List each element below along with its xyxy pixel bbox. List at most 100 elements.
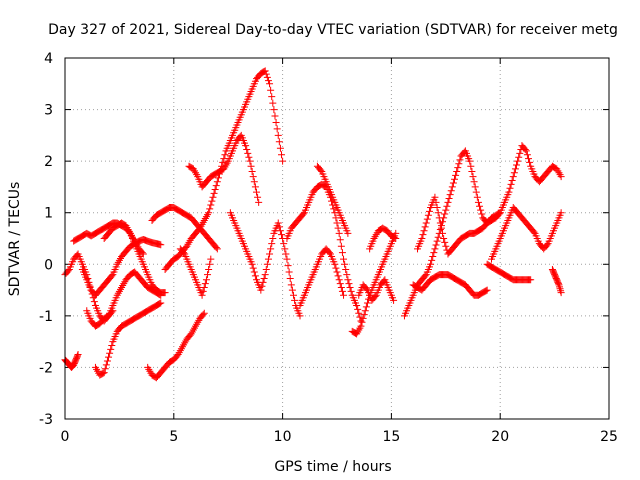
data-point	[271, 112, 279, 120]
data-point	[108, 342, 116, 350]
data-point	[206, 205, 214, 213]
series-arc-17	[348, 229, 400, 338]
data-point	[452, 171, 460, 179]
x-tick-label: 5	[169, 429, 178, 445]
data-point	[208, 197, 216, 205]
data-point	[527, 276, 535, 284]
series-arc-10	[161, 67, 287, 273]
data-point	[288, 286, 296, 294]
data-point	[205, 265, 213, 273]
series-arc-18	[366, 224, 400, 253]
data-point	[472, 188, 480, 196]
plot-frame	[64, 57, 610, 420]
data-point	[338, 249, 346, 257]
data-point	[268, 93, 276, 101]
data-point	[206, 260, 214, 268]
data-point	[287, 281, 295, 289]
series-arc-13	[226, 209, 304, 320]
data-point	[281, 245, 289, 253]
series-arc-23	[487, 204, 565, 263]
data-point	[336, 236, 344, 244]
data-point	[180, 249, 188, 257]
data-point	[432, 198, 440, 206]
data-point	[102, 361, 110, 369]
data-point	[213, 178, 221, 186]
data-point	[557, 209, 565, 217]
data-point	[278, 231, 286, 239]
data-point	[266, 80, 274, 88]
data-point	[333, 268, 341, 276]
data-point	[209, 193, 217, 201]
data-point	[418, 235, 426, 242]
data-point	[262, 70, 270, 78]
data-point	[543, 241, 551, 249]
data-point	[448, 183, 456, 191]
data-point	[362, 285, 370, 293]
data-point	[390, 296, 398, 304]
series-arc-5	[83, 268, 165, 330]
data-point	[242, 142, 250, 150]
data-point	[205, 209, 213, 217]
data-point	[264, 255, 272, 263]
data-point	[247, 162, 255, 170]
data-point	[422, 219, 430, 227]
data-point	[213, 245, 221, 253]
series-arc-14	[283, 180, 365, 325]
data-point	[263, 73, 271, 81]
series-arc-3	[70, 219, 147, 258]
y-tick-label: 0	[44, 257, 53, 273]
data-point	[244, 149, 252, 157]
data-point	[289, 291, 297, 299]
data-point	[340, 255, 348, 263]
data-point	[255, 198, 263, 206]
data-point	[353, 302, 361, 310]
data-point	[334, 224, 342, 232]
data-point	[466, 157, 474, 165]
y-tick-label: -1	[39, 309, 53, 325]
data-point	[354, 305, 362, 313]
data-point	[64, 267, 72, 275]
data-point	[138, 249, 146, 257]
data-point	[254, 193, 262, 201]
data-point	[505, 188, 513, 196]
data-point	[361, 307, 369, 315]
data-point	[427, 260, 435, 268]
data-point	[521, 146, 529, 154]
data-point	[337, 283, 345, 291]
data-point	[455, 160, 463, 168]
data-point	[260, 274, 268, 282]
data-point	[252, 188, 260, 196]
data-point	[341, 260, 349, 268]
data-point	[105, 353, 113, 361]
data-point	[449, 179, 457, 187]
data-point	[508, 176, 516, 184]
data-point	[330, 205, 338, 213]
data-point	[425, 207, 433, 215]
data-point	[363, 299, 371, 307]
data-point	[456, 156, 464, 164]
data-point	[358, 318, 366, 326]
data-point	[507, 180, 515, 188]
data-point	[524, 155, 532, 163]
data-point	[511, 165, 519, 173]
data-point	[467, 162, 475, 170]
data-point	[442, 242, 450, 250]
data-point	[248, 167, 256, 175]
data-point	[371, 293, 379, 301]
data-point	[100, 369, 108, 377]
data-point	[453, 167, 461, 175]
series-arc-15	[313, 162, 352, 237]
data-point	[248, 260, 256, 268]
data-point	[107, 345, 115, 353]
x-tick-label: 0	[61, 429, 70, 445]
data-point	[157, 299, 165, 307]
data-point	[273, 125, 281, 133]
data-point	[424, 211, 432, 219]
y-tick-label: -3	[39, 412, 53, 428]
data-point	[446, 191, 454, 199]
data-point	[506, 184, 514, 192]
series-arc-12	[176, 245, 215, 299]
data-point	[101, 365, 109, 373]
data-point	[454, 164, 462, 172]
data-point	[201, 280, 209, 288]
